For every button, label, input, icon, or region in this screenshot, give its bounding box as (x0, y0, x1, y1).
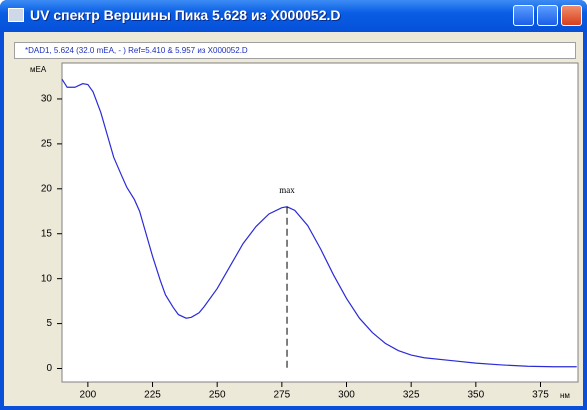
spectrum-line (61, 78, 577, 368)
close-button[interactable] (561, 5, 582, 26)
x-tick-label: 275 (274, 390, 291, 401)
y-tick-label: 10 (41, 273, 53, 284)
title-bar: UV спектр Вершины Пика 5.628 из X000052.… (0, 0, 587, 32)
x-tick-label: 225 (144, 390, 161, 401)
window-icon (8, 8, 24, 22)
y-tick-label: 30 (41, 94, 53, 105)
x-tick-label: 375 (532, 390, 549, 401)
y-tick-label: 5 (46, 318, 52, 329)
x-axis-label: нм (560, 391, 570, 400)
y-tick-label: 25 (41, 139, 53, 150)
annotation: max (279, 185, 295, 195)
maximize-button[interactable] (537, 5, 558, 26)
y-tick-label: 15 (41, 228, 53, 239)
window-title: UV спектр Вершины Пика 5.628 из X000052.… (30, 7, 341, 23)
x-tick-label: 300 (338, 390, 355, 401)
y-tick-label: 20 (41, 183, 53, 194)
y-axis-label: мEA (30, 65, 47, 74)
y-tick-label: 0 (46, 363, 52, 374)
chart-subtitle: *DAD1, 5.624 (32.0 mEA, - ) Ref=5.410 & … (14, 42, 576, 59)
minimize-button[interactable] (513, 5, 534, 26)
plot-area (61, 62, 579, 383)
x-tick-label: 350 (467, 390, 484, 401)
x-tick-label: 250 (209, 390, 226, 401)
x-tick-label: 325 (403, 390, 420, 401)
x-tick-label: 200 (80, 390, 97, 401)
